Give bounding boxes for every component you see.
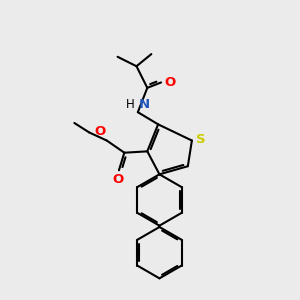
Text: O: O [165, 76, 176, 89]
Text: H: H [126, 98, 135, 111]
Text: O: O [112, 173, 123, 186]
Text: S: S [196, 133, 205, 146]
Text: O: O [94, 125, 105, 138]
Text: N: N [139, 98, 150, 111]
